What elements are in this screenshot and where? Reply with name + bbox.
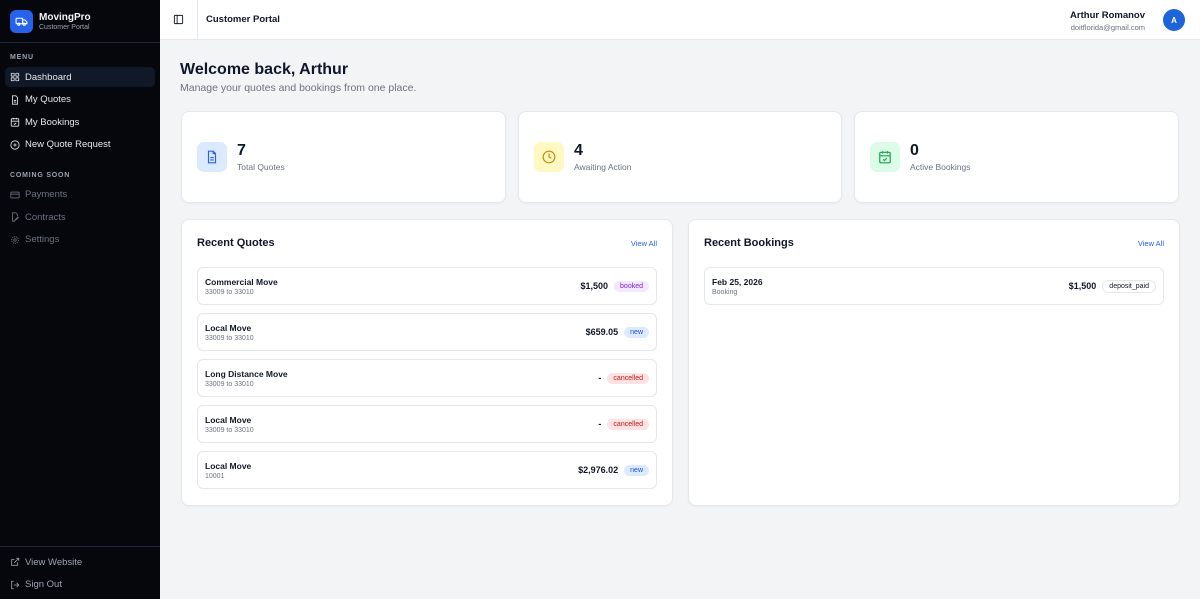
avatar[interactable]: A <box>1163 9 1185 31</box>
file-text-icon <box>12 94 18 105</box>
sidebar-item-label: Sign Out <box>25 579 62 590</box>
stat-value: 7 <box>237 142 246 159</box>
list-item[interactable]: Local Move 33009 to 33010 - cancelled <box>197 405 657 443</box>
list-item[interactable]: Local Move 10001 $2,976.02 new <box>197 451 657 489</box>
stat-card-awaiting-action: 4 Awaiting Action <box>518 111 842 203</box>
list-item[interactable]: Long Distance Move 33009 to 33010 - cancell… <box>197 359 657 397</box>
item-title: Commercial Move <box>205 276 278 287</box>
page-title: Welcome back, Arthur <box>180 61 349 78</box>
plus-circle-icon <box>10 139 20 150</box>
external-link-icon <box>11 557 20 566</box>
calendar-check-icon <box>10 117 20 127</box>
list-item[interactable]: Feb 25, 2026 Booking $1,500 deposit_paid <box>704 267 1164 305</box>
user-email: doitflorida@gmail.com <box>1070 23 1145 32</box>
item-amount: $659.05 <box>585 327 619 337</box>
top-header: Customer Portal Arthur Romanov doitflori… <box>160 0 1200 40</box>
layout-grid-icon <box>10 72 20 82</box>
stat-card-active-bookings: 0 Active Bookings <box>854 111 1179 203</box>
sidebar-item-payments: Payments <box>5 185 155 205</box>
sidebar-item-sign-out[interactable]: Sign Out <box>5 575 155 595</box>
stat-value: 4 <box>574 142 583 159</box>
clock-icon <box>534 142 564 172</box>
item-title: Local Move <box>205 414 252 425</box>
sidebar-toggle-button[interactable] <box>160 0 198 40</box>
sidebar-item-settings: Settings <box>5 230 155 250</box>
panel-title: Recent Bookings <box>704 237 794 249</box>
sidebar-item-label: Contracts <box>25 211 66 223</box>
truck-icon <box>10 9 33 33</box>
coming-soon-section-label: COMING SOON <box>10 171 71 179</box>
page-subtitle: Manage your quotes and bookings from one… <box>180 82 417 94</box>
status-badge: deposit_paid <box>1102 279 1156 293</box>
item-subtitle: Booking <box>712 288 738 296</box>
stat-label: Total Quotes <box>237 162 285 172</box>
file-signature-icon <box>12 212 19 222</box>
status-badge: cancelled <box>607 372 649 384</box>
user-info[interactable]: Arthur Romanov doitflorida@gmail.com <box>1070 10 1145 32</box>
item-title: Long Distance Move <box>205 368 288 379</box>
stat-label: Awaiting Action <box>574 162 632 172</box>
status-badge: new <box>624 326 649 338</box>
brand-subtitle: Customer Portal <box>39 23 90 31</box>
recent-bookings-panel: Recent Bookings View All Feb 25, 2026 Boo… <box>688 219 1180 506</box>
brand[interactable]: MovingPro Customer Portal <box>0 0 160 43</box>
sidebar-item-dashboard[interactable]: Dashboard <box>5 67 155 87</box>
view-all-quotes-link[interactable]: View All <box>630 239 657 248</box>
item-title: Local Move <box>205 322 252 333</box>
credit-card-icon <box>10 191 20 198</box>
sidebar-item-my-bookings[interactable]: My Bookings <box>5 112 155 132</box>
item-subtitle: 10001 <box>205 472 225 480</box>
sidebar-item-label: Payments <box>25 189 68 200</box>
item-title: Local Move <box>205 460 252 471</box>
gear-icon <box>11 235 19 244</box>
stat-value: 0 <box>910 142 919 159</box>
sidebar-item-view-website[interactable]: View Website <box>5 552 155 572</box>
menu-section-label: MENU <box>10 54 34 61</box>
sidebar-item-my-quotes[interactable]: My Quotes <box>5 90 155 110</box>
header-title: Customer Portal <box>206 14 280 25</box>
item-subtitle: 33009 to 33010 <box>205 380 254 388</box>
sidebar-item-label: My Quotes <box>25 94 71 105</box>
panel-title: Recent Quotes <box>197 237 275 249</box>
sidebar-item-label: My Bookings <box>25 116 80 128</box>
stat-label: Active Bookings <box>910 162 971 172</box>
item-amount: - <box>598 373 602 383</box>
brand-name: MovingPro <box>39 11 91 23</box>
item-subtitle: 33009 to 33010 <box>205 334 254 342</box>
item-subtitle: 33009 to 33010 <box>205 288 254 296</box>
list-item[interactable]: Local Move 33009 to 33010 $659.05 new <box>197 313 657 351</box>
sidebar-item-contracts: Contracts <box>5 207 155 227</box>
item-subtitle: 33009 to 33010 <box>205 426 254 434</box>
status-badge: booked <box>614 280 649 292</box>
sidebar-item-label: New Quote Request <box>25 139 111 150</box>
stat-card-total-quotes: 7 Total Quotes <box>181 111 506 203</box>
panel-left-icon <box>173 14 184 25</box>
status-badge: new <box>624 464 649 476</box>
user-name: Arthur Romanov <box>1070 10 1145 21</box>
sidebar: MovingPro Customer Portal MENU Dashboard … <box>0 0 160 599</box>
sidebar-item-label: Dashboard <box>25 71 72 83</box>
list-item[interactable]: Commercial Move 33009 to 33010 $1,500 booke… <box>197 267 657 305</box>
sidebar-item-new-quote-request[interactable]: New Quote Request <box>5 135 155 155</box>
item-amount: $1,500 <box>580 281 609 291</box>
status-badge: cancelled <box>607 418 649 430</box>
log-out-icon <box>11 580 20 589</box>
recent-quotes-panel: Recent Quotes View All Commercial Move 33… <box>181 219 673 506</box>
item-amount: $2,976.02 <box>578 465 619 475</box>
file-text-icon <box>197 142 227 172</box>
sidebar-item-label: View Website <box>25 556 83 568</box>
item-title: Feb 25, 2026 <box>712 276 763 287</box>
item-amount: - <box>598 419 602 429</box>
view-all-bookings-link[interactable]: View All <box>1137 239 1164 248</box>
item-amount: $1,500 <box>1068 281 1097 291</box>
calendar-check-icon <box>870 142 900 172</box>
sidebar-item-label: Settings <box>25 234 60 245</box>
